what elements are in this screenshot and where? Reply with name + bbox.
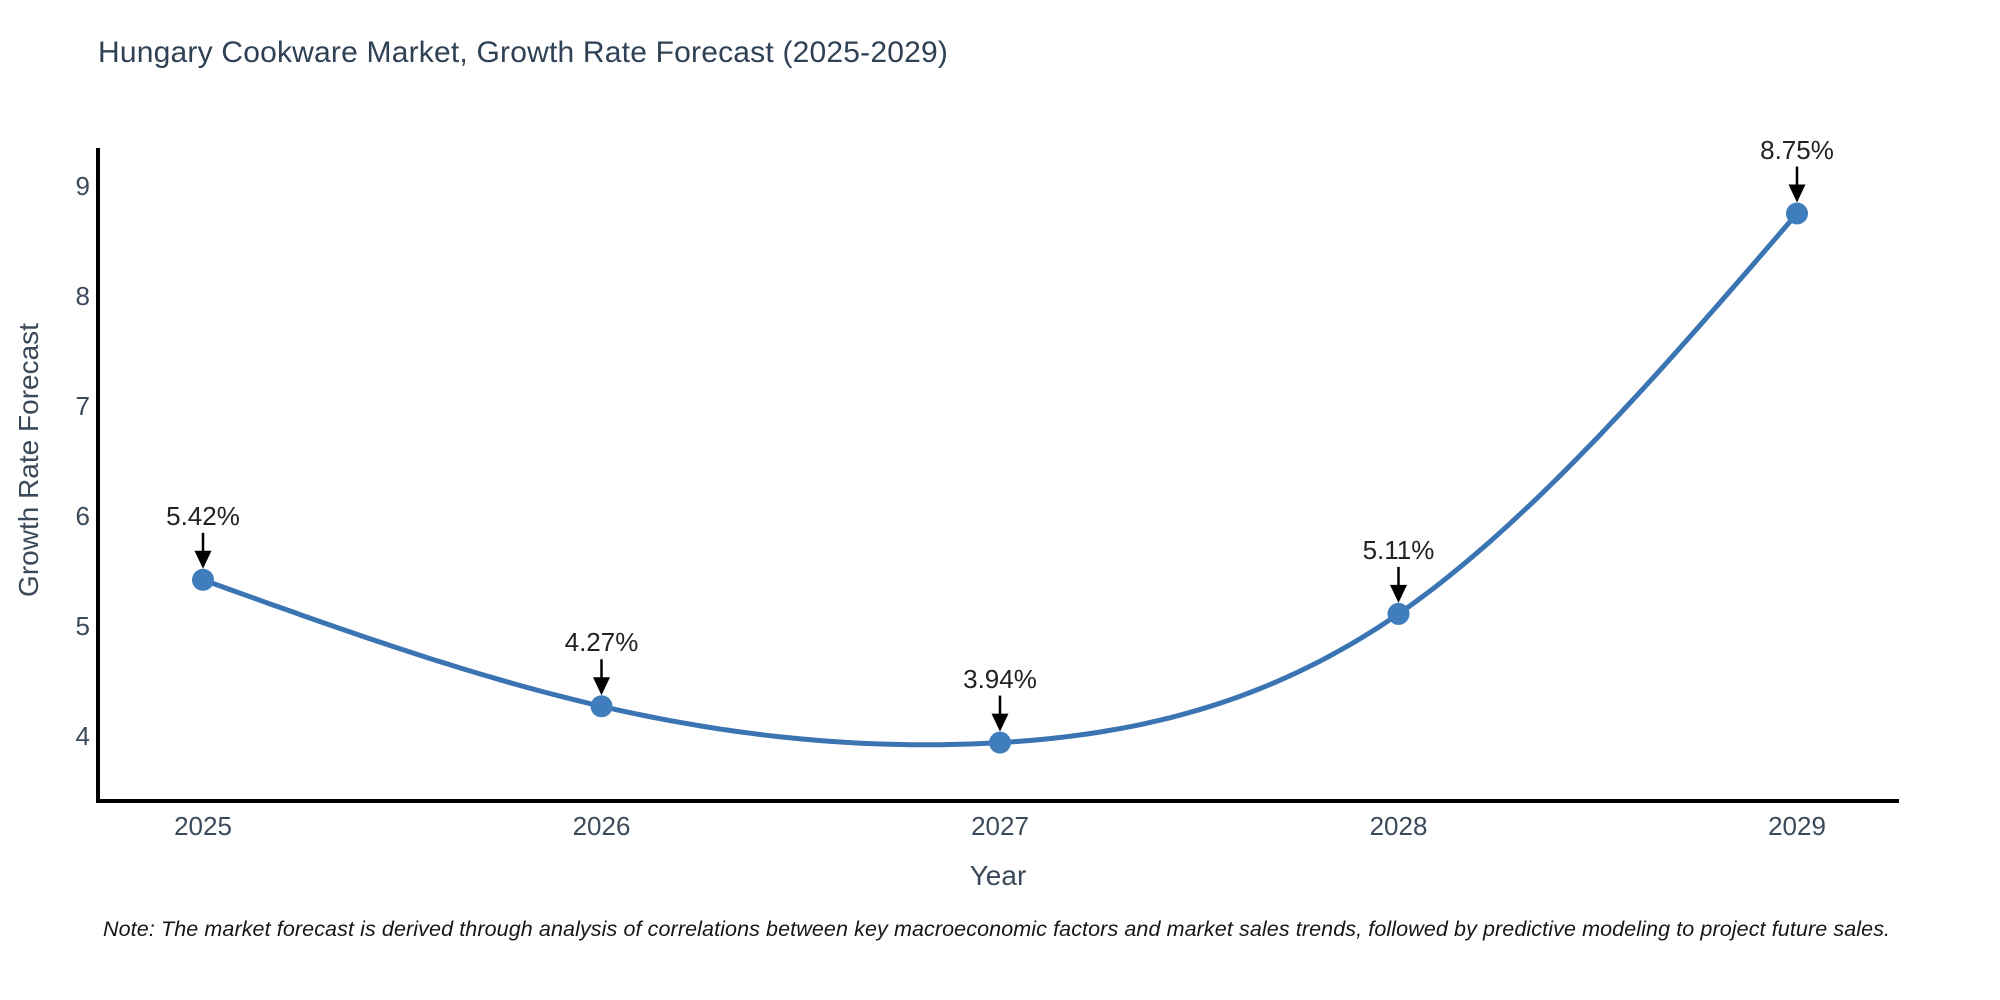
x-tick-label: 2025 <box>174 811 232 841</box>
annotation-arrowhead-icon <box>1788 184 1806 203</box>
chart-title: Hungary Cookware Market, Growth Rate For… <box>98 36 949 69</box>
point-value-label: 8.75% <box>1760 134 1834 165</box>
point-value-label: 3.94% <box>963 663 1037 694</box>
data-point-marker[interactable] <box>590 695 613 718</box>
data-point-marker[interactable] <box>1786 202 1808 225</box>
y-tick-label: 6 <box>75 501 90 531</box>
annotation-arrowhead-icon <box>991 713 1009 732</box>
x-tick-label: 2027 <box>971 811 1029 841</box>
annotation-arrowhead-icon <box>1390 584 1407 603</box>
x-axis-title: Year <box>969 860 1027 891</box>
x-tick-label: 2029 <box>1768 811 1826 841</box>
point-value-label: 5.11% <box>1362 534 1435 565</box>
footnote: Note: The market forecast is derived thr… <box>103 917 1891 941</box>
annotation-arrowhead-icon <box>194 550 212 569</box>
y-tick-label: 8 <box>75 281 90 311</box>
data-point-marker[interactable] <box>989 731 1011 754</box>
point-value-label: 5.42% <box>166 500 240 531</box>
data-point-marker[interactable] <box>1387 602 1410 625</box>
x-tick-label: 2026 <box>572 811 631 841</box>
annotation-arrowhead-icon <box>593 677 610 696</box>
y-tick-label: 9 <box>75 171 90 201</box>
y-tick-label: 7 <box>75 391 90 421</box>
y-tick-label: 5 <box>75 611 90 641</box>
data-point-marker[interactable] <box>192 568 214 591</box>
point-value-label: 4.27% <box>564 627 639 658</box>
y-tick-label: 4 <box>75 721 90 751</box>
x-tick-label: 2028 <box>1369 811 1428 841</box>
